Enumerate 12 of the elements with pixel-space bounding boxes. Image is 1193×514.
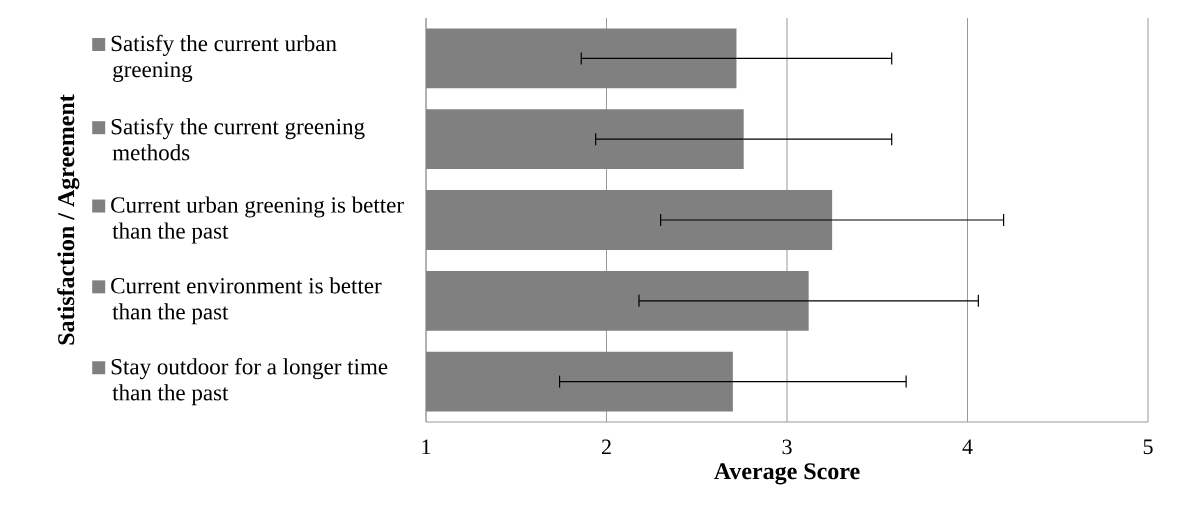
y-tick-label: Satisfy the current greening methods [111,117,365,161]
y-tick-label: Current environment is better than the past [111,277,382,325]
x-tick-label: 3 [782,439,792,455]
y-axis-title: Satisfaction / Agreement [57,94,80,345]
x-tick-label: 5 [1143,439,1153,455]
y-tick-label: Current urban greening is better than the past [111,196,404,244]
y-tick-label: Satisfy the current urban greening [111,34,337,82]
x-tick-label: 1 [422,439,431,455]
x-tick-label: 2 [601,439,611,455]
y-tick-label: Stay outdoor for a longer time than the past [111,358,388,406]
x-tick-label: 4 [962,439,973,455]
x-axis-title: Average Score [714,463,860,485]
